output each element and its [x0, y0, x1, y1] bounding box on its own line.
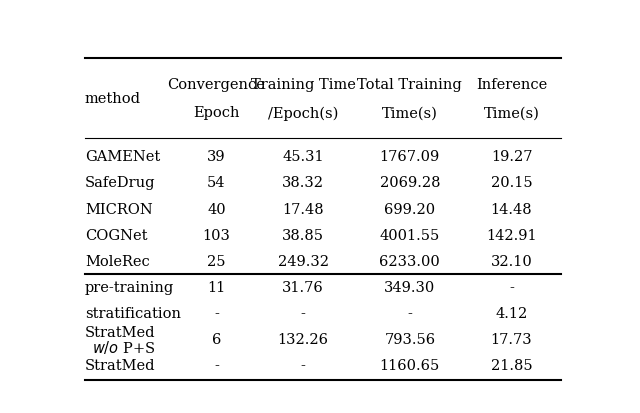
- Text: 1767.09: 1767.09: [380, 150, 440, 164]
- Text: 349.30: 349.30: [384, 280, 435, 294]
- Text: -: -: [214, 306, 219, 320]
- Text: StratMed: StratMed: [85, 358, 156, 373]
- Text: 38.85: 38.85: [282, 228, 324, 242]
- Text: 2069.28: 2069.28: [380, 176, 440, 190]
- Text: 25: 25: [207, 254, 226, 268]
- Text: -: -: [509, 280, 514, 294]
- Text: 31.76: 31.76: [282, 280, 324, 294]
- Text: -: -: [408, 306, 412, 320]
- Text: 21.85: 21.85: [491, 358, 532, 373]
- Text: 793.56: 793.56: [384, 332, 435, 347]
- Text: SafeDrug: SafeDrug: [85, 176, 156, 190]
- Text: method: method: [85, 92, 141, 106]
- Text: 19.27: 19.27: [491, 150, 532, 164]
- Text: 40: 40: [207, 202, 226, 216]
- Text: COGNet: COGNet: [85, 228, 147, 242]
- Text: 39: 39: [207, 150, 226, 164]
- Text: Convergence: Convergence: [168, 78, 266, 92]
- Text: $\it{w/o}$ P+S: $\it{w/o}$ P+S: [92, 338, 156, 355]
- Text: 38.32: 38.32: [282, 176, 324, 190]
- Text: 103: 103: [202, 228, 230, 242]
- Text: 142.91: 142.91: [486, 228, 537, 242]
- Text: MoleRec: MoleRec: [85, 254, 150, 268]
- Text: 14.48: 14.48: [491, 202, 532, 216]
- Text: pre-training: pre-training: [85, 280, 174, 294]
- Text: 32.10: 32.10: [491, 254, 532, 268]
- Text: Time(s): Time(s): [382, 106, 438, 120]
- Text: 11: 11: [207, 280, 225, 294]
- Text: StratMed: StratMed: [85, 325, 156, 339]
- Text: 17.48: 17.48: [282, 202, 324, 216]
- Text: -: -: [214, 358, 219, 373]
- Text: Training Time: Training Time: [251, 78, 356, 92]
- Text: GAMENet: GAMENet: [85, 150, 160, 164]
- Text: Inference: Inference: [476, 78, 547, 92]
- Text: 20.15: 20.15: [491, 176, 532, 190]
- Text: MICRON: MICRON: [85, 202, 153, 216]
- Text: 6: 6: [212, 332, 221, 347]
- Text: 4001.55: 4001.55: [380, 228, 440, 242]
- Text: Epoch: Epoch: [193, 106, 239, 120]
- Text: 4.12: 4.12: [495, 306, 527, 320]
- Text: -: -: [301, 358, 306, 373]
- Text: 249.32: 249.32: [278, 254, 329, 268]
- Text: 1160.65: 1160.65: [380, 358, 440, 373]
- Text: 6233.00: 6233.00: [380, 254, 440, 268]
- Text: 699.20: 699.20: [384, 202, 435, 216]
- Text: 54: 54: [207, 176, 226, 190]
- Text: 45.31: 45.31: [282, 150, 324, 164]
- Text: 17.73: 17.73: [491, 332, 532, 347]
- Text: stratification: stratification: [85, 306, 181, 320]
- Text: 132.26: 132.26: [278, 332, 329, 347]
- Text: Total Training: Total Training: [358, 78, 462, 92]
- Text: /Epoch(s): /Epoch(s): [268, 106, 339, 120]
- Text: -: -: [301, 306, 306, 320]
- Text: Time(s): Time(s): [484, 106, 540, 120]
